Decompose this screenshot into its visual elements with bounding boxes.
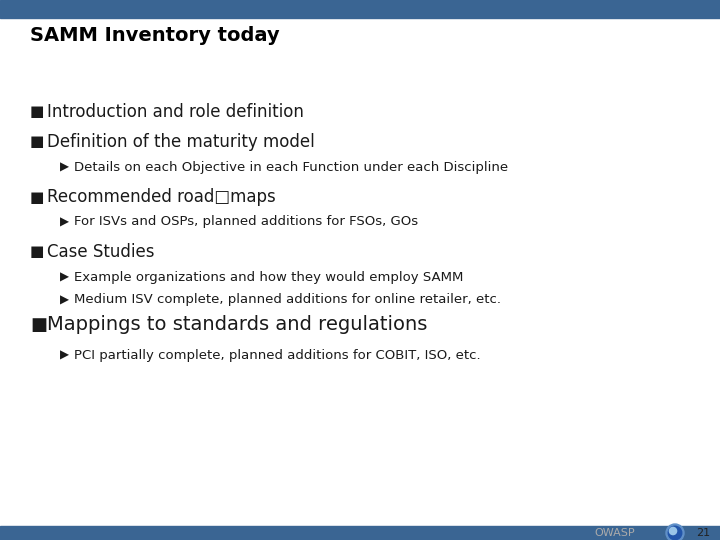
Text: ▶: ▶ xyxy=(60,348,69,361)
Text: Case Studies: Case Studies xyxy=(47,243,155,261)
Text: ■: ■ xyxy=(30,316,47,334)
Text: ■: ■ xyxy=(30,134,45,150)
Circle shape xyxy=(666,524,684,540)
Text: PCI partially complete, planned additions for COBIT, ISO, etc.: PCI partially complete, planned addition… xyxy=(74,348,481,361)
Text: ▶: ▶ xyxy=(60,271,69,284)
Bar xyxy=(0,0,720,18)
Text: ■: ■ xyxy=(30,245,45,260)
Bar xyxy=(0,526,720,540)
Text: ▶: ▶ xyxy=(60,294,69,307)
Text: SAMM Inventory today: SAMM Inventory today xyxy=(30,26,279,45)
Text: Details on each Objective in each Function under each Discipline: Details on each Objective in each Functi… xyxy=(74,160,508,173)
Text: Medium ISV complete, planned additions for online retailer, etc.: Medium ISV complete, planned additions f… xyxy=(74,294,501,307)
Text: Example organizations and how they would employ SAMM: Example organizations and how they would… xyxy=(74,271,464,284)
Circle shape xyxy=(668,526,682,540)
Text: Mappings to standards and regulations: Mappings to standards and regulations xyxy=(47,315,428,334)
Text: For ISVs and OSPs, planned additions for FSOs, GOs: For ISVs and OSPs, planned additions for… xyxy=(74,215,418,228)
Text: Definition of the maturity model: Definition of the maturity model xyxy=(47,133,315,151)
Text: OWASP: OWASP xyxy=(595,528,635,538)
Text: ■: ■ xyxy=(30,190,45,205)
Text: ▶: ▶ xyxy=(60,215,69,228)
Text: ▶: ▶ xyxy=(60,160,69,173)
Text: Recommended road□maps: Recommended road□maps xyxy=(47,188,276,206)
Text: 21: 21 xyxy=(696,528,710,538)
Circle shape xyxy=(670,528,677,535)
Text: Introduction and role definition: Introduction and role definition xyxy=(47,103,304,121)
Text: ■: ■ xyxy=(30,105,45,119)
